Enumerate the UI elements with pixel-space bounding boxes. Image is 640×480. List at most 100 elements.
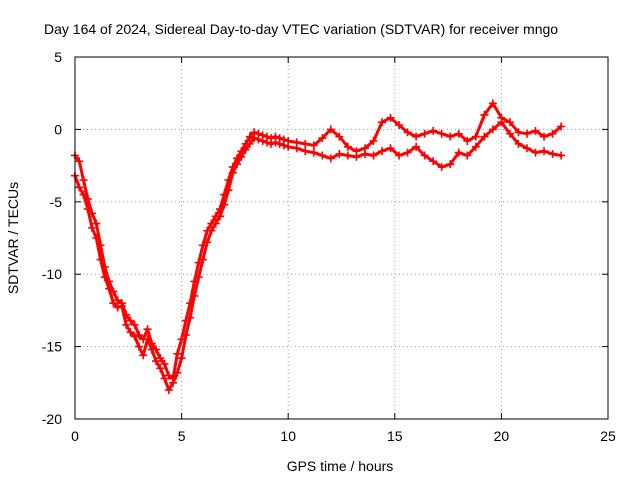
data-point <box>92 219 101 228</box>
data-point <box>160 374 169 383</box>
data-point <box>139 351 148 360</box>
data-point <box>488 99 497 108</box>
data-point <box>497 118 506 127</box>
data-point <box>190 291 199 300</box>
data-point <box>292 144 301 153</box>
data-point <box>531 126 540 135</box>
data-point <box>83 205 92 214</box>
data-point <box>130 320 139 329</box>
data-point <box>318 134 327 143</box>
x-tick-label: 25 <box>600 428 616 444</box>
data-point <box>463 136 472 145</box>
y-tick-label: -5 <box>50 194 63 210</box>
data-point <box>301 147 310 156</box>
data-point <box>241 145 250 154</box>
data-point <box>403 148 412 157</box>
data-point <box>403 128 412 137</box>
data-point <box>326 125 335 134</box>
data-point <box>309 148 318 157</box>
data-point <box>113 303 122 312</box>
data-point <box>429 157 438 166</box>
data-point <box>463 151 472 160</box>
data-point <box>211 219 220 228</box>
data-point <box>224 186 233 195</box>
data-point <box>117 302 126 311</box>
data-point <box>437 129 446 138</box>
data-point <box>514 139 523 148</box>
data-point <box>369 151 378 160</box>
y-axis-label: SDTVAR / TECUs <box>5 182 21 294</box>
data-point <box>420 129 429 138</box>
data-point <box>220 200 229 209</box>
data-point <box>126 328 135 337</box>
data-point <box>369 136 378 145</box>
data-point <box>420 151 429 160</box>
data-point <box>488 125 497 134</box>
data-point <box>360 150 369 159</box>
data-point <box>386 113 395 122</box>
y-tick-label: 5 <box>54 49 62 65</box>
y-tick-label: -15 <box>42 339 62 355</box>
data-point <box>198 255 207 264</box>
data-point <box>126 316 135 325</box>
data-point <box>134 331 143 340</box>
data-point <box>386 144 395 153</box>
data-point <box>250 134 259 143</box>
data-point <box>258 136 267 145</box>
data-point <box>395 121 404 130</box>
data-point <box>181 331 190 340</box>
data-point <box>156 364 165 373</box>
data-point <box>378 118 387 127</box>
data-point <box>92 234 101 242</box>
x-tick-label: 10 <box>280 428 296 444</box>
data-point <box>262 138 271 147</box>
data-point <box>454 129 463 138</box>
data-point <box>301 139 310 148</box>
data-point <box>557 151 566 160</box>
data-point <box>395 151 404 160</box>
data-point <box>284 142 293 151</box>
data-point <box>540 132 549 141</box>
data-point <box>480 110 489 119</box>
data-point <box>412 132 421 141</box>
data-point <box>514 128 523 137</box>
data-point <box>318 151 327 160</box>
data-point <box>540 147 549 156</box>
data-point <box>113 296 122 305</box>
data-point <box>279 141 288 150</box>
x-axis-label: GPS time / hours <box>287 458 394 474</box>
data-point <box>326 154 335 163</box>
data-point <box>156 354 165 363</box>
data-point <box>343 142 352 151</box>
data-point <box>245 139 254 148</box>
series-marks <box>71 99 566 395</box>
data-point <box>267 139 276 148</box>
data-point <box>122 320 131 329</box>
data-point <box>160 359 169 368</box>
data-point <box>454 148 463 157</box>
y-tick-label: 0 <box>54 121 62 137</box>
data-point <box>343 151 352 160</box>
x-tick-label: 20 <box>494 428 510 444</box>
data-point <box>169 378 178 387</box>
data-point <box>79 176 88 185</box>
data-point <box>505 129 514 138</box>
data-point <box>471 142 480 151</box>
grid <box>75 57 608 419</box>
data-point <box>203 238 212 247</box>
data-point <box>237 152 246 161</box>
y-tick-label: -20 <box>42 411 62 427</box>
data-point <box>446 160 455 169</box>
data-point <box>480 132 489 141</box>
data-point <box>275 139 284 148</box>
data-point <box>309 141 318 150</box>
data-point <box>88 223 97 232</box>
data-point <box>548 150 557 159</box>
data-point <box>100 273 109 282</box>
data-point <box>335 150 344 159</box>
x-tick-label: 0 <box>71 428 79 444</box>
data-point <box>164 386 173 395</box>
plot-frame <box>74 56 609 420</box>
data-point <box>233 160 242 169</box>
